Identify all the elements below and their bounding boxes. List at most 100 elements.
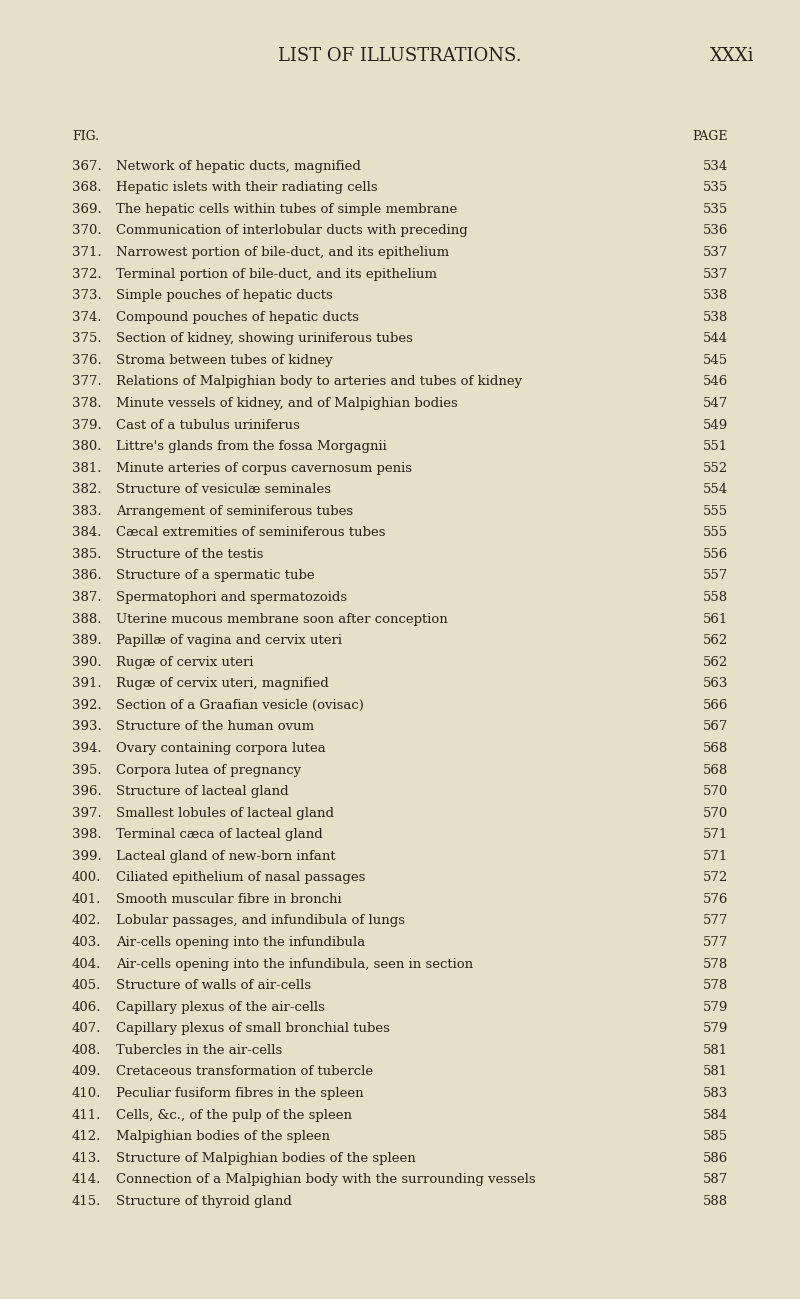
Text: 372.: 372. (72, 268, 102, 281)
Text: Air-cells opening into the infundibula: Air-cells opening into the infundibula (116, 937, 366, 950)
Text: Capillary plexus of the air-cells: Capillary plexus of the air-cells (116, 1000, 325, 1013)
Text: 537: 537 (702, 268, 728, 281)
Text: 562: 562 (702, 656, 728, 669)
Text: 391.: 391. (72, 677, 102, 690)
Text: 572: 572 (702, 872, 728, 885)
Text: Capillary plexus of small bronchial tubes: Capillary plexus of small bronchial tube… (116, 1022, 390, 1035)
Text: 561: 561 (702, 613, 728, 626)
Text: 555: 555 (703, 505, 728, 518)
Text: 367.: 367. (72, 160, 102, 173)
Text: Minute arteries of corpus cavernosum penis: Minute arteries of corpus cavernosum pen… (116, 461, 412, 474)
Text: 571: 571 (702, 850, 728, 863)
Text: Structure of a spermatic tube: Structure of a spermatic tube (116, 569, 314, 582)
Text: 383.: 383. (72, 505, 102, 518)
Text: 402.: 402. (72, 914, 102, 927)
Text: 407.: 407. (72, 1022, 102, 1035)
Text: Structure of lacteal gland: Structure of lacteal gland (116, 785, 289, 798)
Text: 387.: 387. (72, 591, 102, 604)
Text: FIG.: FIG. (72, 130, 99, 143)
Text: Smallest lobules of lacteal gland: Smallest lobules of lacteal gland (116, 807, 334, 820)
Text: 415.: 415. (72, 1195, 102, 1208)
Text: Rugæ of cervix uteri, magnified: Rugæ of cervix uteri, magnified (116, 677, 329, 690)
Text: 395.: 395. (72, 764, 102, 777)
Text: 577: 577 (702, 914, 728, 927)
Text: Rugæ of cervix uteri: Rugæ of cervix uteri (116, 656, 254, 669)
Text: Section of kidney, showing uriniferous tubes: Section of kidney, showing uriniferous t… (116, 333, 413, 346)
Text: Narrowest portion of bile-duct, and its epithelium: Narrowest portion of bile-duct, and its … (116, 246, 449, 259)
Text: 567: 567 (702, 721, 728, 734)
Text: 393.: 393. (72, 721, 102, 734)
Text: 546: 546 (702, 375, 728, 388)
Text: 562: 562 (702, 634, 728, 647)
Text: 400.: 400. (72, 872, 102, 885)
Text: Tubercles in the air-cells: Tubercles in the air-cells (116, 1044, 282, 1057)
Text: 586: 586 (702, 1152, 728, 1165)
Text: 384.: 384. (72, 526, 102, 539)
Text: 385.: 385. (72, 548, 102, 561)
Text: 403.: 403. (72, 937, 102, 950)
Text: 405.: 405. (72, 979, 102, 992)
Text: 581: 581 (703, 1065, 728, 1078)
Text: Terminal portion of bile-duct, and its epithelium: Terminal portion of bile-duct, and its e… (116, 268, 437, 281)
Text: Lobular passages, and infundibula of lungs: Lobular passages, and infundibula of lun… (116, 914, 405, 927)
Text: 411.: 411. (72, 1108, 102, 1121)
Text: 375.: 375. (72, 333, 102, 346)
Text: Uterine mucous membrane soon after conception: Uterine mucous membrane soon after conce… (116, 613, 448, 626)
Text: 390.: 390. (72, 656, 102, 669)
Text: Minute vessels of kidney, and of Malpighian bodies: Minute vessels of kidney, and of Malpigh… (116, 397, 458, 410)
Text: 571: 571 (702, 829, 728, 842)
Text: 388.: 388. (72, 613, 102, 626)
Text: Malpighian bodies of the spleen: Malpighian bodies of the spleen (116, 1130, 330, 1143)
Text: 568: 568 (702, 742, 728, 755)
Text: 397.: 397. (72, 807, 102, 820)
Text: 549: 549 (702, 418, 728, 431)
Text: Communication of interlobular ducts with preceding: Communication of interlobular ducts with… (116, 225, 468, 238)
Text: 392.: 392. (72, 699, 102, 712)
Text: 557: 557 (702, 569, 728, 582)
Text: 581: 581 (703, 1044, 728, 1057)
Text: 579: 579 (702, 1000, 728, 1013)
Text: 368.: 368. (72, 182, 102, 195)
Text: Cæcal extremities of seminiferous tubes: Cæcal extremities of seminiferous tubes (116, 526, 386, 539)
Text: 587: 587 (702, 1173, 728, 1186)
Text: 380.: 380. (72, 440, 102, 453)
Text: 576: 576 (702, 892, 728, 905)
Text: 370.: 370. (72, 225, 102, 238)
Text: 389.: 389. (72, 634, 102, 647)
Text: 570: 570 (702, 807, 728, 820)
Text: 373.: 373. (72, 290, 102, 303)
Text: Connection of a Malpighian body with the surrounding vessels: Connection of a Malpighian body with the… (116, 1173, 536, 1186)
Text: Section of a Graafian vesicle (ovisac): Section of a Graafian vesicle (ovisac) (116, 699, 364, 712)
Text: Structure of the testis: Structure of the testis (116, 548, 263, 561)
Text: Structure of Malpighian bodies of the spleen: Structure of Malpighian bodies of the sp… (116, 1152, 416, 1165)
Text: 583: 583 (702, 1087, 728, 1100)
Text: Lacteal gland of new-born infant: Lacteal gland of new-born infant (116, 850, 336, 863)
Text: Stroma between tubes of kidney: Stroma between tubes of kidney (116, 353, 333, 366)
Text: Spermatophori and spermatozoids: Spermatophori and spermatozoids (116, 591, 347, 604)
Text: 585: 585 (703, 1130, 728, 1143)
Text: LIST OF ILLUSTRATIONS.: LIST OF ILLUSTRATIONS. (278, 47, 522, 65)
Text: 412.: 412. (72, 1130, 102, 1143)
Text: 566: 566 (702, 699, 728, 712)
Text: Simple pouches of hepatic ducts: Simple pouches of hepatic ducts (116, 290, 333, 303)
Text: 377.: 377. (72, 375, 102, 388)
Text: Arrangement of seminiferous tubes: Arrangement of seminiferous tubes (116, 505, 353, 518)
Text: 413.: 413. (72, 1152, 102, 1165)
Text: 551: 551 (703, 440, 728, 453)
Text: 552: 552 (703, 461, 728, 474)
Text: 579: 579 (702, 1022, 728, 1035)
Text: 399.: 399. (72, 850, 102, 863)
Text: 537: 537 (702, 246, 728, 259)
Text: 414.: 414. (72, 1173, 102, 1186)
Text: Ciliated epithelium of nasal passages: Ciliated epithelium of nasal passages (116, 872, 366, 885)
Text: 588: 588 (703, 1195, 728, 1208)
Text: 408.: 408. (72, 1044, 102, 1057)
Text: Terminal cæca of lacteal gland: Terminal cæca of lacteal gland (116, 829, 322, 842)
Text: 401.: 401. (72, 892, 102, 905)
Text: PAGE: PAGE (693, 130, 728, 143)
Text: Papillæ of vagina and cervix uteri: Papillæ of vagina and cervix uteri (116, 634, 342, 647)
Text: 555: 555 (703, 526, 728, 539)
Text: Structure of vesiculæ seminales: Structure of vesiculæ seminales (116, 483, 331, 496)
Text: 538: 538 (702, 310, 728, 323)
Text: Structure of thyroid gland: Structure of thyroid gland (116, 1195, 292, 1208)
